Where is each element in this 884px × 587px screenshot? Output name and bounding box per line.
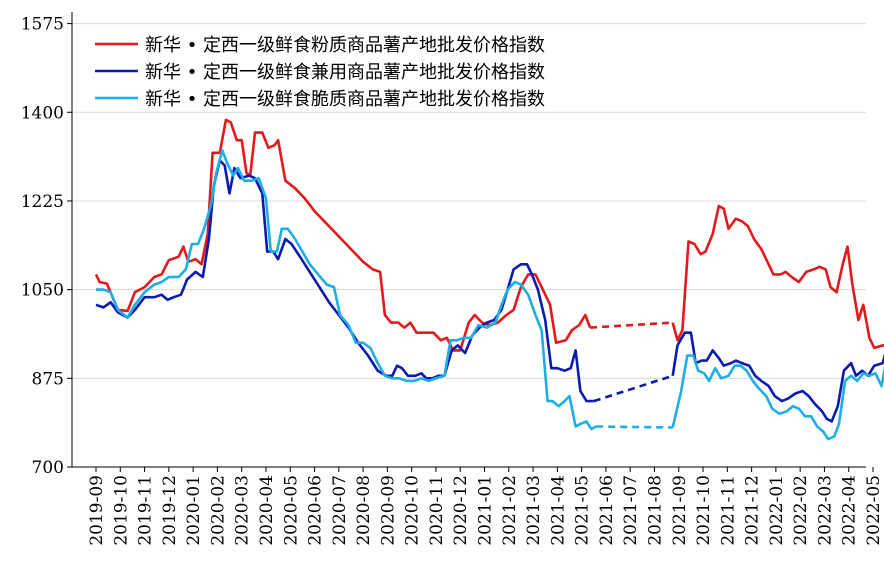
x-tick-label: 2020-04 bbox=[257, 475, 277, 546]
x-tick-label: 2022-03 bbox=[815, 475, 835, 546]
x-tick-label: 2021-11 bbox=[718, 475, 738, 546]
x-tick-label: 2020-12 bbox=[451, 475, 471, 546]
x-tick-label: 2019-09 bbox=[87, 475, 107, 546]
x-tick-label: 2021-09 bbox=[670, 475, 690, 546]
legend-label-2: 新华 • 定西一级鲜食兼用商品薯产地批发价格指数 bbox=[145, 62, 545, 83]
x-tick-label: 2021-10 bbox=[694, 475, 714, 546]
x-tick-label: 2021-01 bbox=[476, 475, 496, 546]
y-tick-label: 875 bbox=[32, 369, 64, 389]
x-tick-label: 2019-10 bbox=[111, 475, 131, 546]
x-tick-label: 2019-12 bbox=[160, 475, 180, 546]
series-line-1-b bbox=[671, 204, 884, 350]
x-tick-label: 2022-04 bbox=[840, 475, 860, 546]
series-layer bbox=[94, 118, 884, 441]
series-line-2 bbox=[95, 159, 594, 403]
x-tick-label: 2021-02 bbox=[500, 475, 520, 546]
y-tick-label: 1050 bbox=[21, 281, 64, 301]
y-tick-label: 1400 bbox=[21, 103, 64, 123]
y-tick-label: 1225 bbox=[21, 192, 64, 212]
x-tick-label: 2021-03 bbox=[524, 475, 544, 546]
x-tick-label: 2022-02 bbox=[791, 475, 811, 546]
x-tick-label: 2020-01 bbox=[184, 475, 204, 546]
x-tick-label: 2021-05 bbox=[573, 475, 593, 546]
series-line-2-b bbox=[671, 331, 884, 423]
x-tick-label: 2021-06 bbox=[597, 475, 617, 546]
series-gap-dashed-3 bbox=[596, 425, 673, 429]
x-tick-label: 2021-12 bbox=[743, 475, 763, 546]
legend-label-3: 新华 • 定西一级鲜食脆质商品薯产地批发价格指数 bbox=[145, 89, 545, 110]
x-tick-label: 2020-05 bbox=[281, 475, 301, 546]
x-tick-label: 2021-07 bbox=[621, 475, 641, 546]
x-tick-label: 2020-07 bbox=[330, 475, 350, 546]
series-line-1 bbox=[94, 118, 592, 352]
y-tick-label: 700 bbox=[32, 458, 64, 478]
x-tick-label: 2021-08 bbox=[645, 475, 665, 546]
x-tick-label: 2019-11 bbox=[136, 475, 156, 546]
series-gap-dashed-2 bbox=[593, 374, 674, 403]
x-tick-label: 2020-11 bbox=[427, 475, 447, 546]
x-tick-label: 2022-05 bbox=[864, 475, 884, 546]
x-tick-label: 2020-02 bbox=[208, 475, 228, 546]
x-tick-label: 2020-08 bbox=[354, 475, 374, 546]
x-tick-label: 2022-01 bbox=[767, 475, 787, 546]
x-tick-label: 2021-04 bbox=[548, 475, 568, 546]
x-tick-label: 2020-06 bbox=[306, 475, 326, 546]
y-tick-label: 1575 bbox=[21, 15, 64, 35]
x-tick-label: 2020-10 bbox=[403, 475, 423, 546]
series-line-3-b bbox=[671, 354, 884, 441]
series-gap-dashed-1 bbox=[590, 321, 673, 329]
x-tick-label: 2020-03 bbox=[233, 475, 253, 546]
legend-label-1: 新华 • 定西一级鲜食粉质商品薯产地批发价格指数 bbox=[145, 35, 545, 56]
x-tick-label: 2020-09 bbox=[378, 475, 398, 546]
series-line-3 bbox=[96, 149, 597, 431]
